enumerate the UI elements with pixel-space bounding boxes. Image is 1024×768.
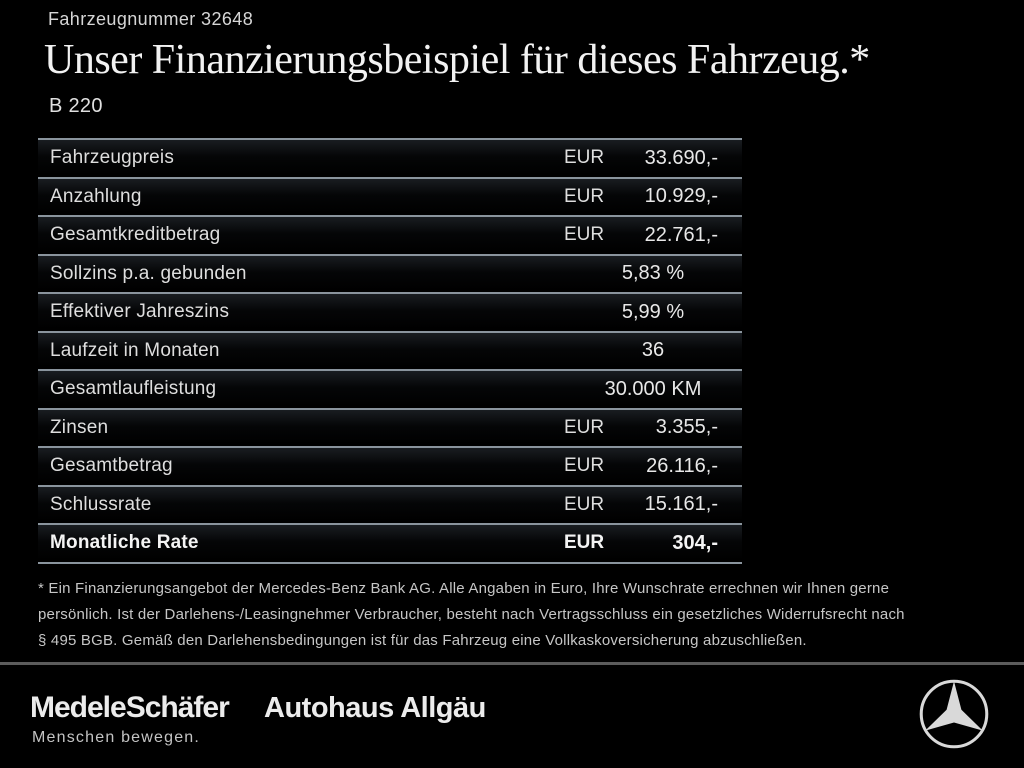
table-row: Monatliche Rate EUR 304,- (38, 523, 742, 562)
row-value: 26.116,- (646, 454, 718, 477)
row-value-zone: EUR 26.116,- (564, 455, 742, 478)
model-name: B 220 (49, 95, 103, 117)
row-currency: EUR (564, 493, 605, 515)
footnote-line: * Ein Finanzierungsangebot der Mercedes-… (38, 580, 890, 597)
row-value: 5,99 % (621, 300, 685, 323)
table-row: Laufzeit in Monaten 36 (38, 330, 742, 369)
mercedes-star-icon (916, 676, 992, 752)
row-value: 10.929,- (644, 185, 718, 208)
table-row: Anzahlung EUR 10.929,- (38, 176, 742, 215)
dealer-logo-medele-schaefer: MedeleSchäfer (30, 691, 230, 724)
row-label: Gesamtbetrag (50, 455, 173, 477)
row-currency: EUR (564, 147, 605, 169)
table-row: Effektiver Jahreszins 5,99 % (38, 292, 742, 331)
row-value-zone: EUR 22.761,- (564, 224, 742, 247)
vehicle-number: Fahrzeugnummer 32648 (48, 9, 254, 29)
row-value-zone: EUR 304,- (564, 532, 742, 555)
row-currency: EUR (564, 224, 605, 246)
row-label: Gesamtlaufleistung (50, 378, 217, 400)
table-row: Fahrzeugpreis EUR 33.690,- (38, 138, 742, 177)
table-row: Schlussrate EUR 15.161,- (38, 484, 742, 523)
row-value: 33.690,- (644, 146, 718, 169)
finance-table: Fahrzeugpreis EUR 33.690,- Anzahlung EUR 10.9… (38, 138, 742, 564)
row-currency: EUR (564, 416, 605, 438)
row-currency: EUR (564, 455, 605, 477)
row-value: 304,- (672, 531, 718, 554)
row-value-zone: EUR 15.161,- (564, 493, 742, 516)
row-value-zone: 5,99 % (564, 301, 742, 324)
row-value-zone: 36 (564, 339, 742, 362)
row-value: 3.355,- (655, 416, 718, 439)
row-label: Fahrzeugpreis (50, 147, 175, 169)
row-currency: EUR (564, 185, 605, 207)
table-row: Gesamtlaufleistung 30.000 KM (38, 369, 742, 408)
row-value: 15.161,- (644, 493, 718, 516)
row-value-zone: 5,83 % (564, 262, 742, 285)
row-label: Monatliche Rate (50, 532, 199, 554)
page-title: Unser Finanzierungsbeispiel für dieses F… (44, 37, 870, 83)
row-label: Effektiver Jahreszins (50, 301, 230, 323)
dealer-logo-autohaus-allgaeu: Autohaus Allgäu (264, 692, 486, 724)
row-value: 36 (641, 339, 665, 362)
table-row: Gesamtbetrag EUR 26.116,- (38, 446, 742, 485)
footnote-line: § 495 BGB. Gemäß den Darlehensbedingunge… (38, 632, 807, 649)
row-value-zone: 30.000 KM (564, 378, 742, 401)
footnote: * Ein Finanzierungsangebot der Mercedes-… (38, 576, 978, 654)
row-currency: EUR (564, 532, 605, 554)
row-value: 5,83 % (621, 262, 685, 285)
row-label: Laufzeit in Monaten (50, 339, 220, 361)
row-value-zone: EUR 33.690,- (564, 147, 742, 170)
row-label: Zinsen (50, 416, 109, 438)
row-value: 30.000 KM (604, 377, 702, 400)
row-value: 22.761,- (644, 223, 718, 246)
row-label: Anzahlung (50, 185, 142, 207)
table-row: Zinsen EUR 3.355,- (38, 407, 742, 446)
row-label: Sollzins p.a. gebunden (50, 262, 247, 284)
row-value-zone: EUR 10.929,- (564, 185, 742, 208)
table-row: Sollzins p.a. gebunden 5,83 % (38, 253, 742, 292)
row-label: Gesamtkreditbetrag (50, 224, 221, 246)
row-label: Schlussrate (50, 493, 152, 515)
table-row: Gesamtkreditbetrag EUR 22.761,- (38, 215, 742, 254)
footer-divider (0, 662, 1024, 665)
row-value-zone: EUR 3.355,- (564, 416, 742, 439)
footnote-line: persönlich. Ist der Darlehens-/Leasingne… (38, 606, 905, 623)
dealer-tagline: Menschen bewegen. (32, 729, 201, 746)
